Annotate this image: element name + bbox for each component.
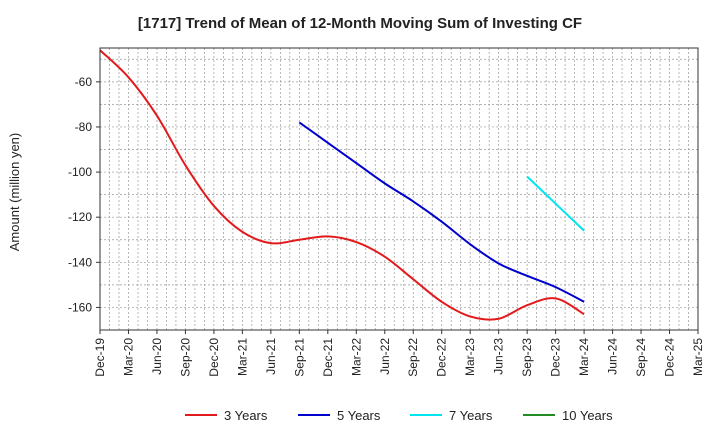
x-tick-label: Mar-24 [577,338,591,376]
x-tick-label: Dec-22 [435,338,449,377]
y-tick-label: -140 [68,255,92,269]
grid [100,48,698,331]
series-line-5-years [298,121,585,303]
x-tick-label: Sep-21 [292,338,306,377]
legend-label: 7 Years [449,408,493,423]
x-tick-label: Dec-20 [207,338,221,377]
x-tick-label: Dec-23 [549,338,563,377]
x-tick-label: Mar-23 [463,338,477,376]
chart-title: [1717] Trend of Mean of 12-Month Moving … [138,15,582,32]
x-tick-label: Mar-22 [349,338,363,376]
x-tick-label: Mar-20 [121,338,135,376]
x-tick-label: Dec-19 [93,338,107,377]
legend-label: 3 Years [224,408,268,423]
series-lines [99,49,585,321]
x-tick-label: Jun-20 [150,338,164,375]
y-tick-label: -100 [68,165,92,179]
y-axis-label: Amount (million yen) [7,133,22,252]
x-tick-label: Mar-21 [235,338,249,376]
x-tick-label: Jun-24 [606,338,620,375]
x-tick-label: Jun-22 [378,338,392,375]
y-tick-label: -120 [68,210,92,224]
y-tick-label: -60 [75,75,93,89]
x-tick-label: Sep-23 [520,338,534,377]
legend-label: 5 Years [337,408,381,423]
x-tick-label: Jun-21 [264,338,278,375]
x-tick-label: Jun-23 [492,338,506,375]
x-tick-label: Dec-21 [321,338,335,377]
legend-label: 10 Years [562,408,613,423]
y-tick-label: -160 [68,300,92,314]
x-axis-ticks: Dec-19 Mar-20 Jun-20 Sep-20 Dec-20 Mar-21 Jun-… [93,330,705,377]
series-line-3-years [99,49,585,321]
y-tick-label: -80 [75,120,93,134]
plot-frame [99,47,699,331]
series-line-7-years [526,175,585,232]
x-tick-label: Sep-24 [634,338,648,377]
x-tick-label: Sep-20 [178,338,192,377]
legend: 3 Years 5 Years 7 Years 10 Years [185,408,613,423]
y-axis-ticks: -60 -80 -100 -120 -140 -160 [68,75,100,314]
x-tick-label: Sep-22 [406,338,420,377]
x-tick-label: Dec-24 [663,338,677,377]
x-tick-label: Mar-25 [691,338,705,376]
